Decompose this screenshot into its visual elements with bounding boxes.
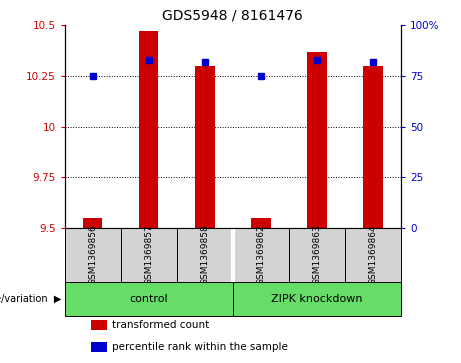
Text: GSM1369864: GSM1369864 <box>368 224 378 285</box>
Text: GSM1369857: GSM1369857 <box>144 224 153 285</box>
Bar <box>195 66 214 228</box>
Bar <box>91 342 106 352</box>
Text: control: control <box>130 294 168 304</box>
Bar <box>307 52 327 228</box>
Bar <box>139 32 159 228</box>
Bar <box>91 320 106 330</box>
Bar <box>121 228 177 282</box>
Text: genotype/variation  ▶: genotype/variation ▶ <box>0 294 62 304</box>
Bar <box>345 228 401 282</box>
Text: ZIPK knockdown: ZIPK knockdown <box>271 294 363 304</box>
Bar <box>65 282 233 317</box>
Text: transformed count: transformed count <box>112 320 209 330</box>
Title: GDS5948 / 8161476: GDS5948 / 8161476 <box>162 9 303 23</box>
Bar <box>177 228 233 282</box>
Bar <box>83 218 102 228</box>
Bar <box>233 228 289 282</box>
Bar <box>363 66 383 228</box>
Text: GSM1369862: GSM1369862 <box>256 224 266 285</box>
Bar <box>233 282 401 317</box>
Bar <box>251 218 271 228</box>
Bar <box>65 228 121 282</box>
Text: GSM1369856: GSM1369856 <box>88 224 97 285</box>
Text: GSM1369863: GSM1369863 <box>313 224 321 285</box>
Text: GSM1369858: GSM1369858 <box>200 224 209 285</box>
Text: percentile rank within the sample: percentile rank within the sample <box>112 342 288 352</box>
Bar <box>289 228 345 282</box>
